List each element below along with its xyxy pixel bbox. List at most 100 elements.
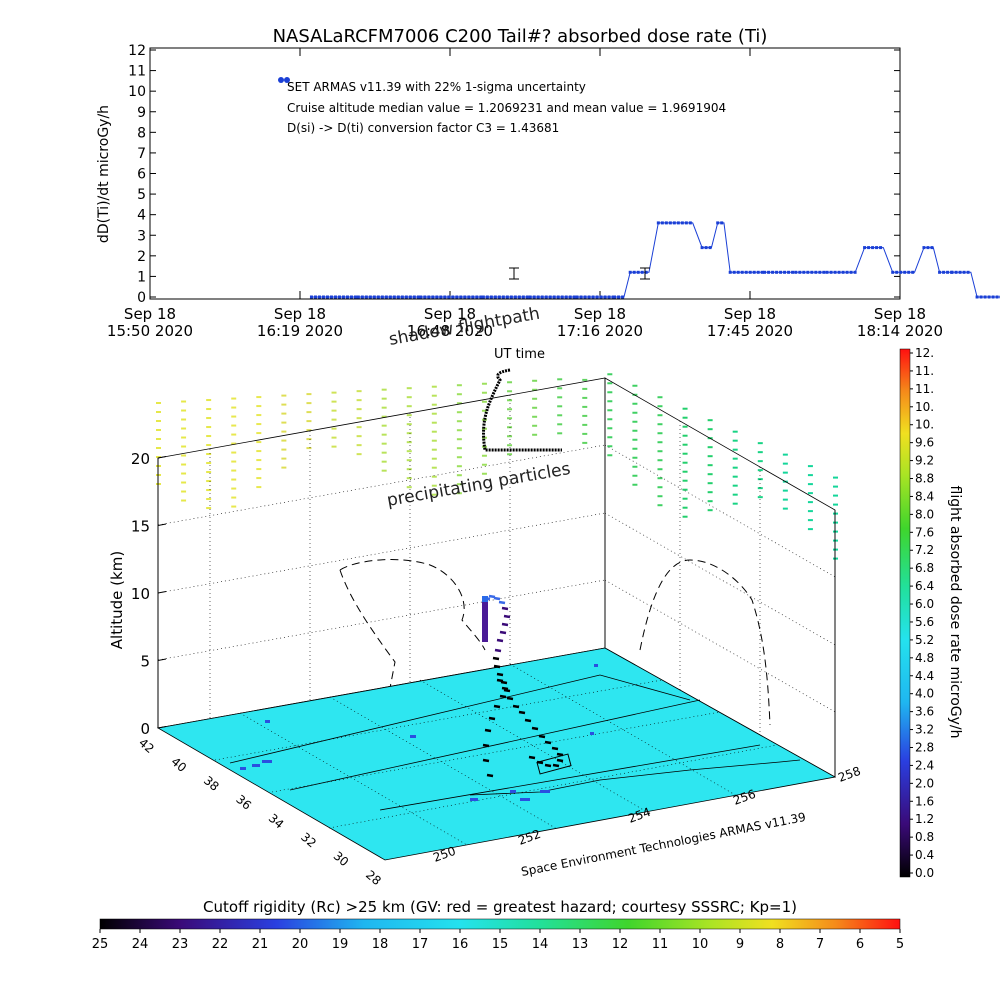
lat-tick-label: 40 bbox=[169, 754, 190, 775]
track-point bbox=[531, 726, 539, 731]
rigidity-tick-label: 5 bbox=[896, 937, 904, 952]
rigidity-colorbar-label: Cutoff rigidity (Rc) >25 km (GV: red = g… bbox=[203, 898, 797, 916]
data-point bbox=[744, 270, 748, 274]
x-tick-label: 17:45 2020 bbox=[707, 322, 793, 340]
track-point bbox=[500, 680, 508, 685]
data-point bbox=[736, 270, 740, 274]
data-point bbox=[656, 221, 660, 225]
data-point bbox=[871, 246, 875, 250]
track-point bbox=[484, 728, 492, 733]
data-point bbox=[337, 295, 341, 299]
data-point bbox=[621, 295, 625, 299]
data-point bbox=[829, 270, 833, 274]
dose-tick-label: 4.8 bbox=[915, 651, 934, 665]
altitude-label: Altitude (km) bbox=[108, 551, 126, 649]
data-point bbox=[509, 295, 513, 299]
z-tick-mark bbox=[157, 456, 167, 459]
track-point bbox=[528, 755, 536, 760]
rigidity-tick-label: 19 bbox=[332, 937, 349, 952]
track-point bbox=[498, 600, 506, 605]
data-point bbox=[617, 295, 621, 299]
data-point bbox=[513, 295, 517, 299]
dose-tick-label: 8.4 bbox=[915, 489, 934, 503]
data-point bbox=[493, 295, 497, 299]
data-point bbox=[412, 295, 416, 299]
data-point bbox=[903, 270, 907, 274]
data-point bbox=[664, 221, 668, 225]
data-point bbox=[587, 295, 591, 299]
data-point bbox=[416, 295, 420, 299]
track-point bbox=[518, 710, 526, 715]
track-point bbox=[496, 678, 504, 683]
data-point bbox=[595, 295, 599, 299]
track-point bbox=[501, 622, 509, 627]
data-point bbox=[380, 295, 384, 299]
rigidity-tick-label: 25 bbox=[92, 937, 109, 952]
data-point bbox=[899, 270, 903, 274]
data-point bbox=[748, 270, 752, 274]
data-point bbox=[802, 270, 806, 274]
data-point bbox=[423, 295, 427, 299]
precipitating-particles bbox=[156, 373, 838, 560]
data-point bbox=[660, 221, 664, 225]
data-point bbox=[607, 295, 611, 299]
dose-tick-label: 4.0 bbox=[915, 687, 934, 701]
data-point bbox=[485, 295, 489, 299]
data-point bbox=[439, 295, 443, 299]
z-tick-label: 0 bbox=[140, 720, 150, 738]
data-point bbox=[599, 295, 603, 299]
y-tick-label: 7 bbox=[137, 146, 146, 162]
y-tick-label: 0 bbox=[137, 290, 146, 306]
data-point bbox=[345, 295, 349, 299]
track-point bbox=[496, 672, 504, 677]
data-point bbox=[313, 295, 317, 299]
track-point bbox=[499, 694, 507, 699]
dose-tick-label: 6.4 bbox=[915, 579, 934, 593]
x-tick-label: Sep 18 bbox=[124, 305, 176, 323]
x-tick-label: 18:14 2020 bbox=[857, 322, 943, 340]
data-point bbox=[700, 246, 704, 250]
data-point bbox=[763, 270, 767, 274]
data-point bbox=[822, 270, 826, 274]
data-point bbox=[536, 295, 540, 299]
data-point bbox=[716, 221, 720, 225]
track-point bbox=[493, 664, 501, 669]
dose-tick-label: 0.4 bbox=[915, 848, 934, 862]
data-point bbox=[575, 295, 579, 299]
dose-tick-label: 2.0 bbox=[915, 776, 934, 790]
lat-tick-label: 28 bbox=[363, 868, 384, 889]
flight-track-3d bbox=[482, 594, 564, 778]
z-tick-label: 10 bbox=[131, 585, 150, 603]
x-tick-label: 16:19 2020 bbox=[257, 322, 343, 340]
data-point bbox=[325, 295, 329, 299]
data-point bbox=[938, 270, 942, 274]
y-tick-label: 3 bbox=[137, 228, 146, 244]
data-point bbox=[552, 295, 556, 299]
dose-tick-label: 10. bbox=[915, 400, 934, 414]
data-point bbox=[467, 295, 471, 299]
data-point bbox=[756, 270, 760, 274]
data-point bbox=[388, 295, 392, 299]
z-tick-label: 15 bbox=[131, 518, 150, 536]
data-point bbox=[895, 270, 899, 274]
data-point bbox=[775, 270, 779, 274]
dose-tick-label: 10. bbox=[915, 418, 934, 432]
y-tick-label: 10 bbox=[128, 84, 146, 100]
track-point bbox=[551, 746, 559, 751]
data-point bbox=[560, 295, 564, 299]
x-tick-label: Sep 18 bbox=[574, 305, 626, 323]
rigidity-tick-label: 16 bbox=[452, 937, 469, 952]
z-tick-label: 20 bbox=[131, 450, 150, 468]
data-point bbox=[583, 295, 587, 299]
data-point bbox=[591, 295, 595, 299]
track-column-top bbox=[482, 596, 488, 602]
data-point bbox=[791, 270, 795, 274]
track-point bbox=[493, 596, 501, 601]
data-point bbox=[704, 246, 708, 250]
y-tick-label: 6 bbox=[137, 167, 146, 183]
track-point bbox=[503, 688, 511, 693]
data-point bbox=[505, 295, 509, 299]
data-point bbox=[419, 295, 423, 299]
